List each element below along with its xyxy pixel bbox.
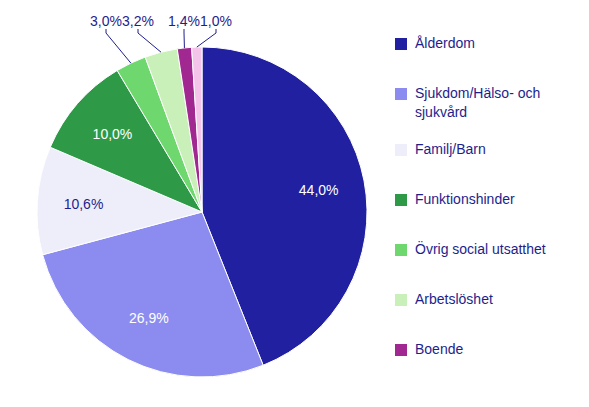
html-text:Ålderdom: Ålderdom: [415, 35, 475, 51]
html-text:Sjukdom/Hälso- och sjukvård: Sjukdom/Hälso- och sjukvård: [415, 85, 541, 120]
html-text:Övrig social utsatthet: Övrig social utsatthet: [415, 241, 546, 257]
svg-text:26,9%: 26,9%: [129, 310, 169, 326]
svg-text:44,0%: 44,0%: [299, 182, 339, 198]
html-text:Arbetslöshet: Arbetslöshet: [415, 291, 493, 307]
svg-text:10,6%: 10,6%: [64, 196, 104, 212]
svg-text:3,2%: 3,2%: [122, 13, 154, 29]
html-text:Familj/Barn: Familj/Barn: [415, 141, 486, 157]
svg-text:3,0%: 3,0%: [90, 13, 122, 29]
html-text:Boende: Boende: [415, 341, 464, 357]
svg-text:10,0%: 10,0%: [93, 126, 133, 142]
svg-text:1,4%: 1,4%: [168, 13, 200, 29]
html-text:Funktionshinder: Funktionshinder: [415, 191, 515, 207]
svg-text:1,0%: 1,0%: [200, 13, 232, 29]
